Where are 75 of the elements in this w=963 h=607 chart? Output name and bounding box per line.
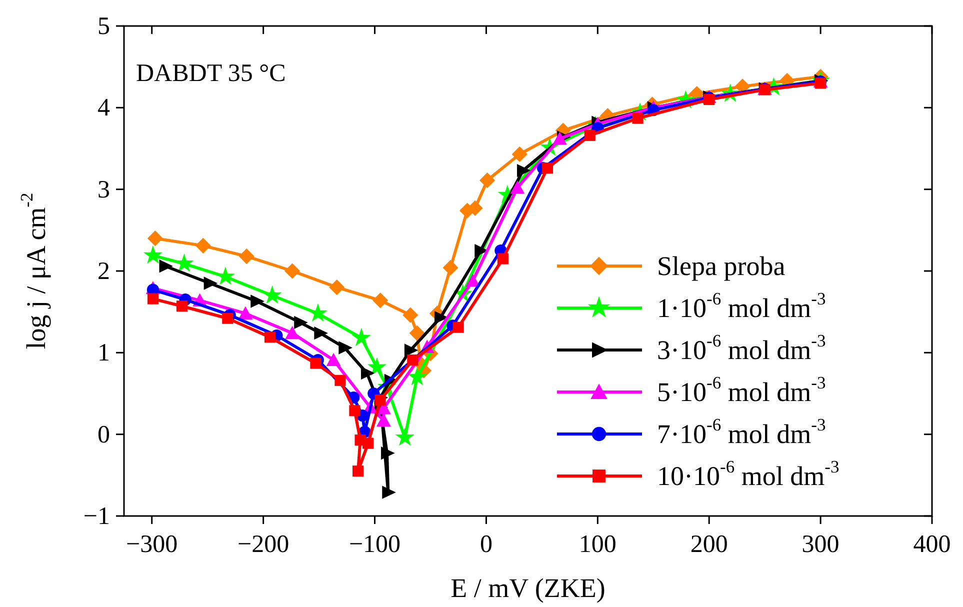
point	[329, 280, 345, 296]
legend-label: 10·10$^{-6}$ mol dm$^{-3}$	[657, 456, 840, 491]
point	[442, 260, 458, 276]
point	[262, 285, 282, 304]
x-tick-label: 0	[480, 531, 492, 558]
point	[372, 292, 388, 308]
x-tick-label: 100	[578, 531, 616, 558]
point	[176, 300, 188, 312]
point	[584, 130, 596, 141]
annotation: DABDT 35 °C	[136, 60, 286, 87]
point	[434, 310, 448, 324]
x-tick-label: 400	[913, 531, 951, 558]
point	[480, 172, 496, 188]
point	[143, 245, 163, 264]
point	[552, 132, 567, 145]
point	[497, 253, 508, 264]
point	[264, 332, 276, 343]
point	[407, 367, 427, 386]
point	[250, 294, 264, 308]
y-tick-label: 4	[98, 94, 110, 122]
point	[147, 293, 159, 304]
x-axis-title: E / mV (ZKE)	[450, 573, 606, 603]
legend-label: Slepa proba	[657, 251, 786, 281]
x-tick-label: −300	[126, 531, 178, 558]
point	[159, 260, 174, 273]
point	[404, 344, 418, 357]
legend-label: 1·10$^{-6}$ mol dm$^{-3}$	[657, 288, 826, 323]
y-tick-label: 5	[98, 13, 110, 40]
point	[542, 162, 554, 174]
point	[409, 325, 425, 341]
point	[352, 328, 372, 346]
point	[195, 238, 211, 254]
point	[147, 230, 164, 246]
point	[510, 180, 525, 194]
point	[360, 366, 375, 380]
legend-label: 5·10$^{-6}$ mol dm$^{-3}$	[657, 372, 826, 407]
point	[310, 358, 322, 369]
point	[238, 248, 254, 264]
point	[382, 486, 396, 499]
point	[402, 307, 418, 323]
x-tick-label: 200	[690, 531, 728, 558]
y-tick-label: 1	[98, 340, 110, 367]
x-tick-label: 300	[802, 531, 840, 558]
legend-label: 7·10$^{-6}$ mol dm$^{-3}$	[657, 414, 826, 449]
point	[367, 357, 387, 376]
point	[362, 438, 374, 449]
point	[204, 276, 218, 290]
point	[516, 164, 531, 178]
point	[352, 466, 364, 477]
point	[349, 405, 360, 416]
point	[284, 263, 300, 279]
point	[326, 352, 341, 366]
point	[222, 312, 234, 324]
y-tick-label: −1	[83, 503, 110, 530]
point	[512, 146, 528, 162]
legend-label: 3·10$^{-6}$ mol dm$^{-3}$	[657, 330, 826, 365]
point	[407, 354, 418, 366]
x-tick-label: −200	[238, 531, 290, 558]
x-tick-label: −100	[348, 531, 401, 558]
point	[474, 244, 488, 258]
y-tick-label: 3	[98, 176, 110, 204]
point	[285, 326, 300, 340]
point	[452, 322, 464, 333]
point	[338, 341, 352, 354]
point	[381, 446, 395, 460]
y-tick-label: 0	[98, 421, 110, 448]
point	[466, 274, 480, 287]
point	[334, 374, 346, 386]
y-tick-label: 2	[98, 258, 110, 285]
point	[374, 394, 386, 406]
point	[238, 306, 253, 320]
point	[395, 427, 414, 446]
point	[632, 112, 644, 124]
point	[314, 326, 328, 340]
point	[294, 316, 308, 330]
